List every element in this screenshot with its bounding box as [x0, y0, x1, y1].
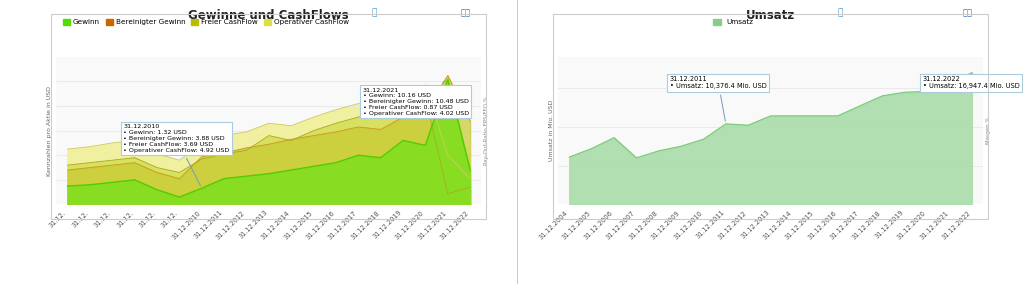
Text: ⓘ: ⓘ — [838, 9, 843, 18]
Text: 💾🔍: 💾🔍 — [963, 9, 973, 18]
Text: 31.12.2010
• Gewinn: 1.32 USD
• Bereinigter Gewinn: 3.88 USD
• Freier CashFlow: : 31.12.2010 • Gewinn: 1.32 USD • Bereinig… — [124, 124, 229, 186]
Text: 31.12.2021
• Gewinn: 10.16 USD
• Bereinigter Gewinn: 10.48 USD
• Freier CashFlow: 31.12.2021 • Gewinn: 10.16 USD • Bereini… — [362, 81, 469, 116]
Legend: Umsatz: Umsatz — [711, 16, 756, 28]
Y-axis label: Pay-Out-Ratio EPS/FFO %: Pay-Out-Ratio EPS/FFO % — [484, 96, 489, 165]
Text: 💾🔍: 💾🔍 — [461, 9, 471, 18]
Text: ⓘ: ⓘ — [372, 9, 377, 18]
Text: 31.12.2011
• Umsatz: 10,376.4 Mio. USD: 31.12.2011 • Umsatz: 10,376.4 Mio. USD — [670, 76, 767, 121]
Text: Umsatz: Umsatz — [745, 9, 796, 22]
Y-axis label: Margen %: Margen % — [986, 117, 991, 144]
Y-axis label: Kennzahlen pro Aktie in USD: Kennzahlen pro Aktie in USD — [47, 86, 52, 176]
Y-axis label: Umsatz in Mio. USD: Umsatz in Mio. USD — [549, 100, 554, 161]
Legend: Gewinn, Bereinigter Gewinn, Freier CashFlow, Operativer CashFlow: Gewinn, Bereinigter Gewinn, Freier CashF… — [60, 16, 352, 28]
Text: Gewinne und CashFlows: Gewinne und CashFlows — [188, 9, 349, 22]
Text: 31.12.2022
• Umsatz: 16,947.4 Mio. USD: 31.12.2022 • Umsatz: 16,947.4 Mio. USD — [923, 73, 1020, 89]
